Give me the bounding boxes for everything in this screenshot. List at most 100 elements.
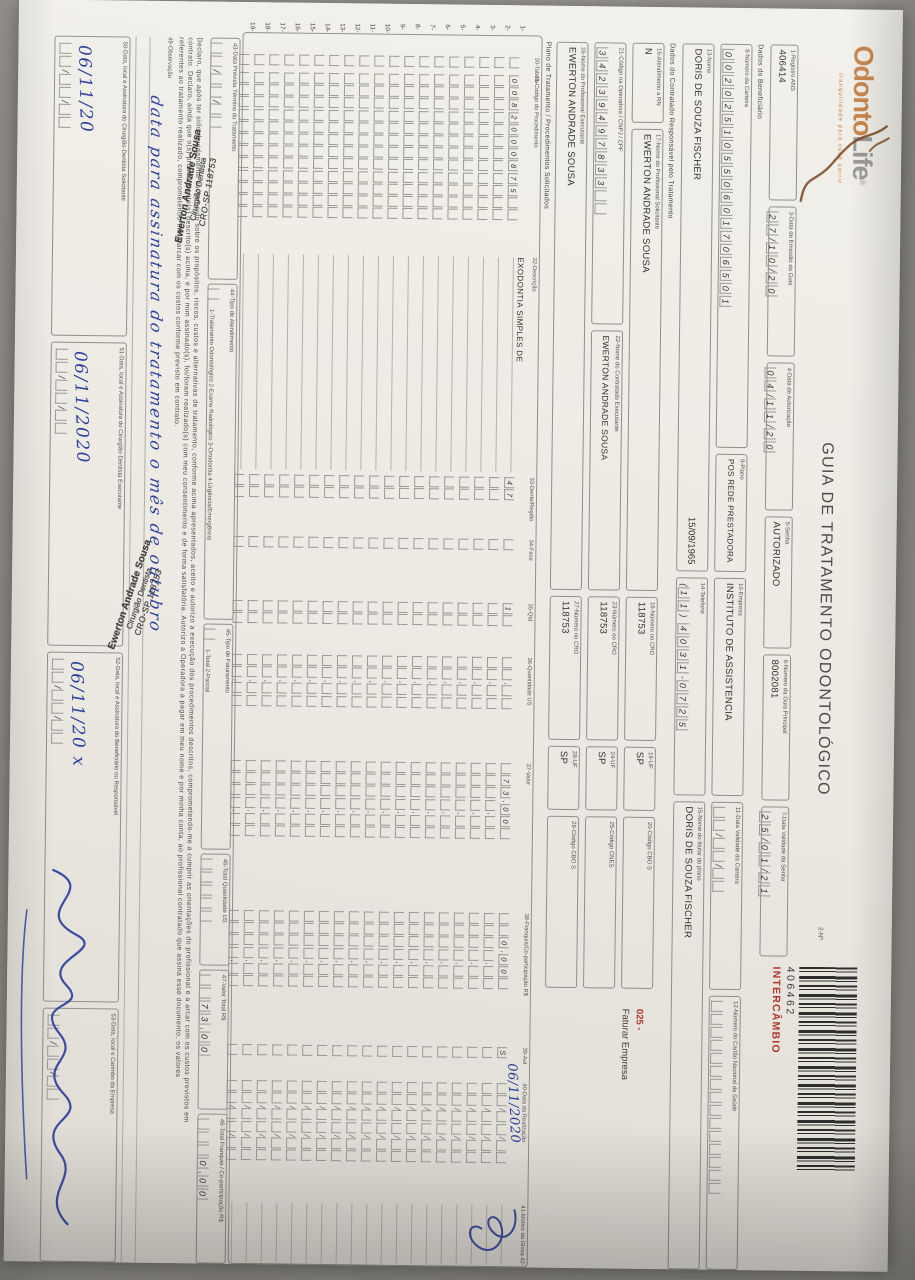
char-box bbox=[200, 871, 213, 883]
cell-motivo bbox=[335, 1203, 349, 1264]
field-boxes bbox=[203, 628, 221, 641]
handwritten-date: 06/11/20 x bbox=[66, 660, 89, 768]
box-separator: / bbox=[210, 100, 221, 103]
row-number: 13- bbox=[338, 23, 346, 33]
field-53-carimbo-empresa: 53-Data, local e Carimbo da Empresa // bbox=[39, 1007, 119, 1263]
char-box bbox=[228, 974, 239, 986]
char-box bbox=[712, 850, 725, 862]
char-box: 0 bbox=[758, 841, 771, 853]
cell-face bbox=[233, 535, 252, 596]
char-box bbox=[199, 897, 213, 909]
char-box bbox=[209, 86, 223, 98]
field-label: 50-Data, local e Assinatura do Cirurgião… bbox=[119, 41, 128, 201]
row-number: 18- bbox=[263, 22, 271, 32]
char-box bbox=[231, 666, 242, 678]
char-box bbox=[231, 682, 242, 694]
cell-descricao bbox=[255, 254, 270, 470]
column-header-motivo: 41-Motivo da Glosa 42- bbox=[518, 1205, 526, 1266]
box-separator: / bbox=[764, 424, 775, 428]
char-box bbox=[710, 1039, 723, 1051]
char-box: 0 bbox=[765, 285, 778, 297]
field-value: 118753 bbox=[597, 601, 609, 635]
column-header-aut: 39-Aut bbox=[521, 1047, 528, 1065]
char-box: 3 bbox=[594, 164, 608, 176]
char-box bbox=[237, 181, 248, 193]
column-header-us: 36-Quantidade US bbox=[525, 657, 533, 706]
box-separator: / bbox=[766, 268, 777, 272]
field-label: 53-Data, local e Carimbo da Empresa bbox=[108, 1013, 116, 1114]
row-number: 16- bbox=[293, 22, 301, 33]
box-separator: , bbox=[229, 959, 239, 962]
row-number: 9- bbox=[398, 23, 406, 30]
cell-descricao bbox=[420, 256, 435, 472]
char-box bbox=[709, 1091, 722, 1103]
char-box: 2 bbox=[596, 73, 609, 85]
field-label: 46-Total Quantidade US bbox=[220, 858, 228, 923]
section-contratado: Dados do Contratado Responsável pelo Tra… bbox=[666, 43, 676, 219]
char-box bbox=[230, 812, 241, 824]
form-number-label: 2-Nº bbox=[816, 927, 824, 940]
char-box: 7 bbox=[198, 1000, 211, 1012]
field-7-validade-senha: 7-Data Validade da Senha 25/01/21 bbox=[758, 806, 790, 957]
field-4-data-autorizacao: 4-Data de Autorização 04/11/20 bbox=[763, 362, 795, 511]
char-box: 9 bbox=[595, 99, 608, 111]
field-boxes: (11) 4031-0725 bbox=[675, 582, 696, 790]
char-box bbox=[225, 1148, 237, 1161]
cell-motivo bbox=[410, 1204, 424, 1265]
handwritten-realization-date: 06/11/2020 bbox=[504, 1063, 523, 1144]
field-52-assinatura-beneficiario: 52-Data, local e Assinatura do Beneficiá… bbox=[42, 651, 124, 1003]
char-box bbox=[712, 880, 725, 892]
field-label: 7-Data Validade da Senha bbox=[779, 811, 787, 882]
char-box: 0 bbox=[196, 1187, 209, 1200]
odontolife-logo: OdontoLife® tranquilidade para você sorr… bbox=[835, 45, 879, 185]
cell-descricao bbox=[240, 253, 255, 470]
cell-motivo bbox=[350, 1203, 364, 1264]
field-value: 118753 bbox=[635, 601, 647, 635]
row-number: 12- bbox=[353, 23, 361, 33]
box-separator: / bbox=[48, 1041, 59, 1045]
char-box bbox=[46, 1058, 60, 1070]
box-separator bbox=[678, 619, 690, 622]
char-box bbox=[55, 361, 68, 373]
box-separator: / bbox=[56, 406, 67, 409]
field-boxes: 27/10/20 bbox=[765, 211, 785, 351]
char-box: 4 bbox=[595, 112, 608, 124]
logo-odonto: Odonto bbox=[847, 45, 879, 136]
char-box: 1 bbox=[721, 126, 734, 138]
char-box: 5 bbox=[758, 824, 772, 836]
char-box bbox=[226, 1120, 237, 1132]
char-box bbox=[709, 1078, 722, 1090]
row-number: 15- bbox=[308, 22, 316, 33]
char-box bbox=[230, 772, 241, 784]
cell-aut bbox=[227, 1043, 245, 1074]
char-box bbox=[59, 73, 72, 85]
cell-motivo bbox=[440, 1204, 454, 1265]
char-box: 0 bbox=[764, 367, 777, 379]
char-box: 2 bbox=[722, 74, 735, 86]
field-label: 4-Data de Autorização bbox=[784, 367, 792, 428]
cell-motivo bbox=[245, 1202, 259, 1263]
char-box bbox=[238, 132, 249, 144]
char-box bbox=[709, 1104, 722, 1116]
char-box bbox=[238, 84, 250, 96]
field-value: AUTORIZADO bbox=[769, 521, 782, 587]
char-box: 6 bbox=[719, 256, 732, 268]
field-6-guia-principal: 6-Número da Guia Principal 8002081 bbox=[761, 654, 792, 801]
char-box: 4 bbox=[596, 60, 609, 72]
char-box bbox=[712, 819, 726, 831]
field-value: 406414 bbox=[776, 49, 788, 84]
cell-qtd bbox=[232, 599, 251, 650]
char-box bbox=[210, 55, 223, 67]
char-box: 2 bbox=[759, 811, 772, 823]
box-separator: / bbox=[59, 100, 70, 103]
char-box: 1 bbox=[766, 241, 779, 254]
box-separator: / bbox=[227, 1133, 237, 1136]
char-box: 8 bbox=[595, 151, 608, 163]
char-box: 2 bbox=[758, 872, 771, 884]
field-10-empresa: 10-Empresa INSTITUTO DE ASSISTENCIA bbox=[711, 577, 747, 797]
field-3-data-emissao: 3-Data de Emissão da Guia 27/10/20 bbox=[765, 206, 797, 357]
faturar-label: Faturar Empresa bbox=[618, 1008, 631, 1081]
field-label: 43-Data Prevista Término do Tratamento bbox=[230, 42, 238, 152]
char-box: 3 bbox=[198, 1013, 211, 1025]
cell-motivo bbox=[380, 1203, 394, 1264]
